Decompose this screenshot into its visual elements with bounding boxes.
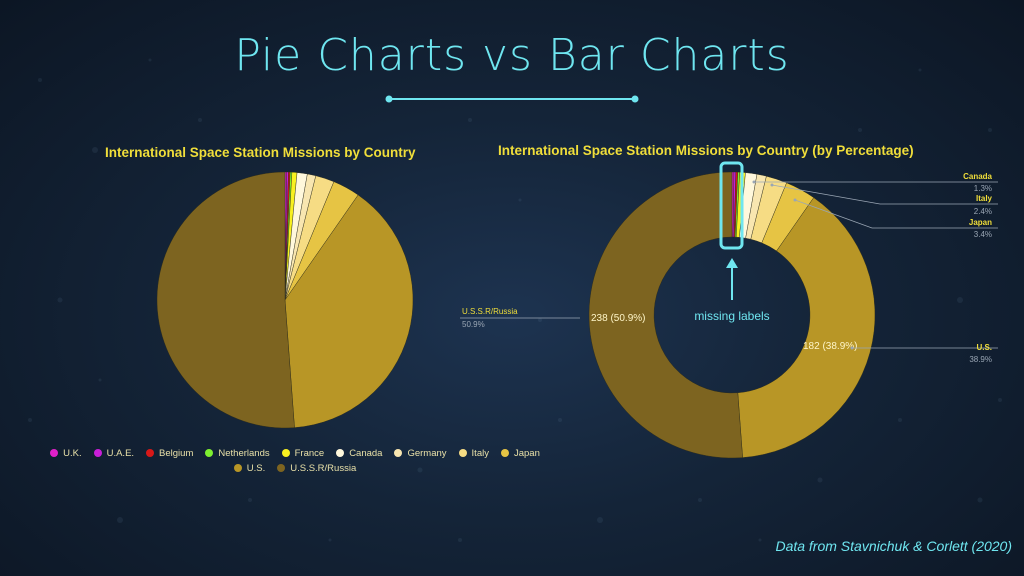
legend-label: Japan (513, 448, 540, 459)
data-citation: Data from Stavnichuk & Corlett (2020) (775, 538, 1012, 554)
legend-swatch (336, 449, 345, 457)
title-divider (385, 95, 639, 103)
missing-labels-annotation: missing labels (694, 161, 770, 323)
legend-item-germany[interactable]: Germany (394, 446, 447, 461)
legend-item-u-s-s-r-russia[interactable]: U.S.S.R/Russia (277, 461, 356, 476)
legend-swatch (500, 449, 509, 457)
legend-item-italy[interactable]: Italy (458, 446, 489, 461)
callout-canada-pct: 1.3% (974, 184, 992, 193)
callout-us-name: U.S. (976, 343, 992, 352)
slice-label-us: 182 (38.9%) (803, 341, 857, 352)
legend-swatch (458, 449, 467, 457)
slice-label-russia: 238 (50.9%) (591, 313, 645, 324)
legend-item-france[interactable]: France (281, 446, 325, 461)
callout-dots (752, 180, 854, 350)
pie-slice-u-s (284, 194, 414, 428)
legend-swatch (281, 449, 290, 457)
callout-canada-name: Canada (963, 172, 992, 181)
legend-item-canada[interactable]: Canada (336, 446, 382, 461)
legend-label: France (294, 448, 325, 459)
donut-slice-u-s-s-r-russia (588, 171, 743, 459)
callout-italy-pct: 2.4% (974, 207, 992, 216)
donut-slice-u-s (737, 197, 876, 458)
legend-label: U.S.S.R/Russia (290, 463, 357, 474)
legend-label: U.S. (246, 463, 266, 474)
legend-item-u-a-e[interactable]: U.A.E. (93, 446, 135, 461)
legend-label: Netherlands (218, 448, 270, 459)
pie-chart-title: International Space Station Missions by … (105, 145, 416, 160)
pie-legend: U.K. U.A.E. Belgium Netherlands France Canada… (30, 446, 560, 476)
callout-italy-name: Italy (976, 194, 993, 203)
legend-swatch (93, 449, 102, 457)
callout-russia-name: U.S.S.R/Russia (462, 307, 518, 316)
donut-chart-title: International Space Station Missions by … (498, 143, 914, 158)
legend-item-u-k[interactable]: U.K. (50, 446, 82, 461)
legend-label: Italy (471, 448, 489, 459)
legend-label: Canada (349, 448, 383, 459)
legend-item-japan[interactable]: Japan (500, 446, 540, 461)
legend-label: Germany (407, 448, 447, 459)
callout-leaders (460, 181, 998, 349)
annotation-arrowhead (726, 258, 738, 268)
legend-swatch (146, 449, 155, 457)
callout-japan-name: Japan (969, 218, 992, 227)
legend-swatch (277, 464, 286, 472)
callout-us-pct: 38.9% (969, 355, 992, 364)
legend-swatch (50, 449, 59, 457)
pie-chart (156, 171, 414, 429)
legend-item-belgium[interactable]: Belgium (146, 446, 193, 461)
legend-item-u-s[interactable]: U.S. (233, 461, 266, 476)
legend-swatch (394, 449, 403, 457)
highlight-box (719, 161, 744, 250)
callout-japan-pct: 3.4% (974, 230, 992, 239)
legend-item-netherlands[interactable]: Netherlands (205, 446, 270, 461)
legend-swatch (233, 464, 242, 472)
pie-slice-u-s-s-r-russia (156, 171, 295, 429)
slide-title: Pie Charts vs Bar Charts (234, 30, 790, 81)
callout-russia-pct: 50.9% (462, 320, 485, 329)
legend-label: U.A.E. (106, 448, 135, 459)
legend-swatch (205, 449, 214, 457)
legend-label: Belgium (159, 448, 194, 459)
annotation-label: missing labels (694, 309, 769, 323)
legend-label: U.K. (63, 448, 82, 459)
